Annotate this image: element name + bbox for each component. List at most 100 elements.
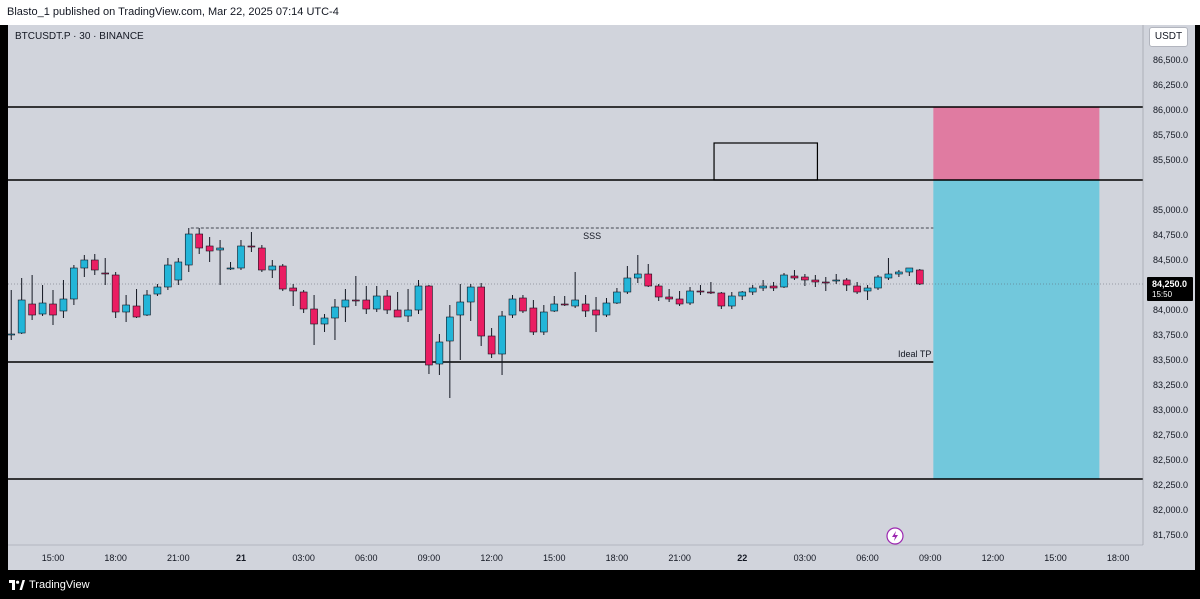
candle — [278, 264, 287, 291]
candle — [727, 292, 736, 309]
candle — [696, 285, 705, 295]
candle-body — [174, 261, 183, 281]
candle — [38, 285, 47, 316]
time-tick-label: 09:00 — [418, 553, 441, 563]
candle-body — [529, 307, 538, 333]
candle-body — [550, 303, 559, 312]
footer-bar — [0, 570, 1200, 599]
candle-body — [634, 273, 642, 279]
price-tick-label: 84,750.0 — [1153, 230, 1188, 240]
time-axis[interactable]: 15:00 18:00 21:00 21 03:00 06:00 09:00 12:00 15:… — [8, 544, 1195, 570]
candle-body — [226, 267, 235, 270]
price-tick-label: 81,750.0 — [1153, 530, 1188, 540]
candle — [49, 290, 57, 325]
time-tick-label: 21:00 — [668, 553, 691, 563]
candle-body — [111, 274, 120, 313]
candle — [550, 296, 559, 312]
position-tool[interactable] — [713, 107, 1100, 479]
candle — [790, 270, 799, 280]
candle — [268, 260, 277, 278]
countdown-text: 15:50 — [1152, 290, 1173, 299]
stop-loss-zone[interactable] — [933, 107, 1100, 180]
price-tick-label: 85,500.0 — [1153, 155, 1188, 165]
candle-body — [258, 247, 266, 271]
candle-body — [8, 333, 16, 336]
candle — [644, 264, 653, 287]
candle-body — [707, 291, 715, 294]
candle — [665, 289, 673, 302]
candle-body — [675, 298, 684, 305]
price-tick-label: 83,750.0 — [1153, 330, 1188, 340]
candle — [654, 284, 663, 301]
candle — [842, 278, 851, 291]
candle-body — [665, 296, 673, 300]
candle — [184, 228, 193, 272]
candle-body — [811, 279, 820, 283]
candle — [821, 277, 830, 291]
price-tick-label: 86,000.0 — [1153, 105, 1188, 115]
candle — [393, 292, 402, 318]
candle-body — [331, 306, 339, 319]
candle — [174, 258, 183, 285]
candle — [895, 270, 903, 277]
brand-text: TradingView — [29, 579, 90, 591]
lightning-glyph — [892, 531, 898, 541]
candle-body — [613, 291, 621, 304]
candle-body — [717, 292, 726, 307]
candle-body — [372, 295, 381, 310]
publish-header: Blasto_1 published on TradingView.com, M… — [0, 0, 1200, 25]
candle — [832, 274, 841, 284]
candle — [226, 262, 235, 270]
candle-body — [404, 309, 412, 317]
candle — [780, 273, 788, 288]
candle-body — [853, 285, 861, 293]
candle-body — [738, 291, 747, 297]
candle-body — [884, 273, 893, 279]
symbol-info[interactable]: BTCUSDT.P · 30 · BINANCE — [15, 31, 144, 42]
candle — [362, 286, 371, 314]
candle — [874, 275, 882, 290]
candle-body — [310, 308, 318, 325]
candle — [289, 284, 297, 306]
candle-body — [216, 247, 224, 251]
candle-body — [592, 309, 600, 316]
rectangle-drawing[interactable] — [713, 142, 819, 181]
currency-button[interactable]: USDT — [1149, 27, 1188, 47]
candle-body — [393, 309, 402, 318]
price-axis[interactable]: 81,750.0 82,000.0 82,250.0 82,500.0 82,750.0… — [1142, 25, 1195, 570]
time-tick-label: 09:00 — [919, 553, 942, 563]
price-tick-label: 82,250.0 — [1153, 480, 1188, 490]
candle — [498, 311, 506, 375]
candle — [571, 272, 579, 308]
candle — [237, 240, 245, 270]
time-tick-label: 21 — [236, 553, 246, 563]
candle-body — [801, 276, 809, 281]
candle — [853, 282, 861, 294]
candle-body — [571, 299, 579, 307]
candle — [915, 269, 924, 285]
candle — [195, 228, 204, 254]
tradingview-brand[interactable]: TradingView — [9, 579, 90, 591]
candle-body — [874, 276, 882, 289]
candle — [466, 284, 475, 321]
candle — [383, 290, 391, 314]
candle-body — [122, 304, 130, 313]
candle-body — [352, 299, 360, 302]
candle-body — [341, 299, 350, 308]
candle — [592, 297, 600, 332]
candle-body — [487, 335, 496, 355]
candle — [884, 258, 893, 280]
take-profit-zone[interactable] — [933, 180, 1100, 479]
candle — [748, 285, 757, 295]
candle — [675, 291, 684, 306]
candle — [143, 290, 151, 316]
candle — [519, 295, 527, 313]
candle-body — [780, 274, 788, 288]
candle — [90, 254, 99, 275]
candle — [863, 285, 872, 300]
candle — [28, 275, 36, 320]
candle-body — [205, 245, 214, 252]
candle — [811, 275, 820, 287]
